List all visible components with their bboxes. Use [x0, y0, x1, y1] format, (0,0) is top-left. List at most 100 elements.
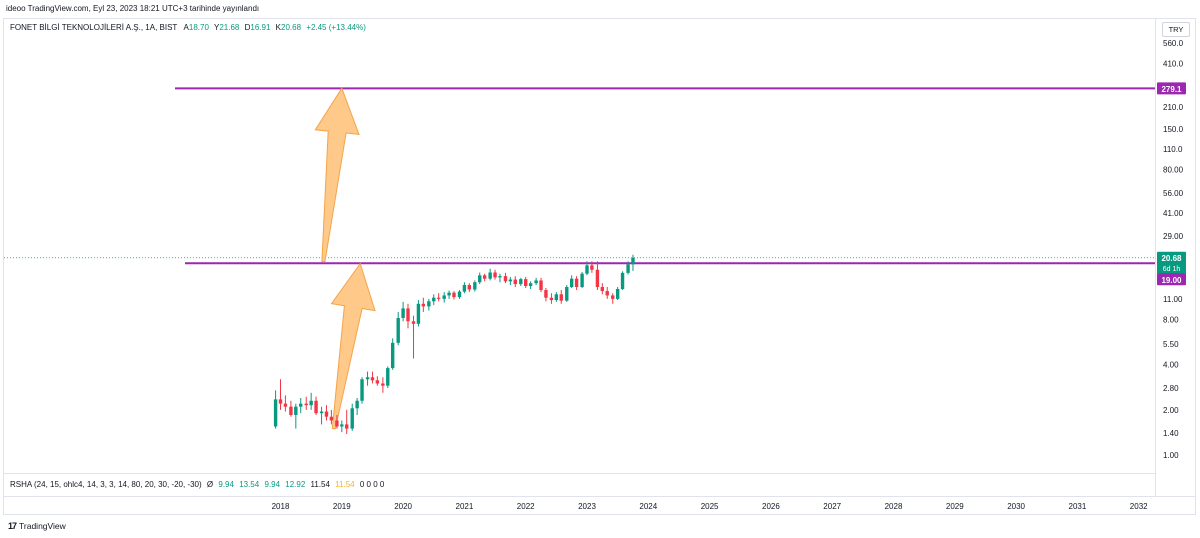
candle-body: [600, 287, 605, 292]
high-label: Y: [214, 23, 220, 32]
x-tick-label: 2022: [517, 502, 535, 511]
candle-body: [432, 297, 436, 302]
candle-body: [386, 368, 390, 386]
tradingview-brand[interactable]: 17 TradingView: [8, 521, 66, 531]
x-tick-label: 2021: [456, 502, 474, 511]
symbol-name[interactable]: FONET BİLGİ TEKNOLOJİLERİ A.Ş., 1A, BIST: [10, 23, 178, 32]
candle-body: [585, 265, 589, 274]
hline-label-bg: [1157, 82, 1186, 95]
candle-body: [605, 291, 609, 296]
currency-button[interactable]: TRY: [1162, 22, 1190, 37]
candle-body: [631, 257, 635, 265]
open-label: A: [183, 23, 189, 32]
x-tick-label: 2028: [885, 502, 903, 511]
candle-body: [406, 308, 410, 322]
indicator-value-5: 11.54: [310, 480, 330, 489]
candle-body: [278, 399, 283, 404]
chart-frame: [3, 18, 1196, 515]
candle-body: [294, 406, 298, 415]
symbol-legend[interactable]: FONET BİLGİ TEKNOLOJİLERİ A.Ş., 1A, BIST…: [10, 23, 369, 32]
candle-body: [626, 264, 630, 273]
candle-body: [447, 292, 451, 296]
y-tick-label: 80.00: [1163, 166, 1184, 175]
close-value: 20.68: [281, 23, 302, 32]
x-tick-label: 2031: [1069, 502, 1087, 511]
candle-body: [519, 279, 523, 285]
y-tick-label: 5.50: [1163, 340, 1179, 349]
pane-divider[interactable]: [4, 473, 1155, 474]
candle-body: [539, 280, 543, 291]
indicator-value-4: 12.92: [285, 480, 306, 489]
tradingview-brand-text: TradingView: [19, 521, 66, 531]
candle-body: [528, 283, 533, 287]
candle-body: [595, 269, 600, 288]
candle-body: [462, 285, 467, 292]
close-label: K: [275, 23, 281, 32]
x-tick-label: 2020: [394, 502, 412, 511]
low-value: 16.91: [250, 23, 271, 32]
tradingview-logo-icon: 17: [8, 521, 17, 531]
y-tick-label: 1.40: [1163, 429, 1179, 438]
x-tick-label: 2027: [823, 502, 841, 511]
x-tick-label: 2023: [578, 502, 596, 511]
candle-body: [345, 424, 349, 429]
candle-body: [493, 272, 497, 278]
candle-body: [503, 276, 508, 282]
y-tick-label: 29.00: [1163, 232, 1184, 241]
candle-body: [569, 278, 574, 288]
candle-body: [365, 377, 370, 380]
candle-body: [478, 275, 482, 283]
candle-body: [319, 411, 324, 414]
candle-body: [421, 303, 426, 307]
x-tick-label: 2018: [272, 502, 290, 511]
open-value: 18.70: [188, 23, 209, 32]
candle-body: [335, 420, 339, 427]
candle-body: [273, 399, 278, 427]
price-axis-border: [1155, 19, 1156, 496]
candle-body: [620, 272, 625, 290]
y-tick-label: 210.0: [1163, 103, 1184, 112]
y-tick-label: 56.00: [1163, 189, 1184, 198]
y-tick-label: 11.00: [1163, 295, 1183, 304]
candle-body: [355, 400, 359, 409]
y-tick-label: 8.00: [1163, 316, 1179, 325]
y-tick-label: 41.00: [1163, 209, 1184, 218]
candle-body: [467, 285, 472, 290]
candle-body: [611, 295, 615, 299]
candle-body: [565, 287, 569, 301]
candle-body: [590, 265, 594, 270]
arrow-up-icon: [330, 262, 376, 430]
change-value: +2.45 (+13.44%): [306, 23, 366, 32]
candle-body: [324, 411, 329, 417]
y-tick-label: 410.0: [1163, 59, 1184, 68]
candle-body: [411, 321, 416, 324]
y-tick-label: 2.80: [1163, 384, 1179, 393]
candle-body: [574, 278, 579, 288]
candle-body: [615, 289, 620, 299]
y-tick-label: 1.00: [1163, 451, 1179, 460]
candle-body: [488, 272, 492, 279]
candle-body: [381, 383, 385, 386]
indicator-null-sign: Ø: [206, 480, 214, 489]
candle-body: [508, 279, 513, 282]
candle-body: [498, 276, 502, 278]
candle-body: [442, 295, 446, 299]
candle-body: [390, 342, 395, 369]
candle-body: [457, 291, 462, 298]
y-tick-label: 560.0: [1163, 39, 1184, 48]
x-tick-label: 2032: [1130, 502, 1148, 511]
candle-body: [452, 292, 456, 298]
candle-body: [524, 279, 528, 287]
low-label: D: [244, 23, 251, 32]
indicator-value-1: 9.94: [218, 480, 234, 489]
candle-body: [534, 280, 538, 284]
x-tick-label: 2026: [762, 502, 780, 511]
indicator-label[interactable]: RSHA (24, 15, ohlc4, 14, 3, 3, 14, 80, 2…: [10, 480, 202, 489]
y-tick-label: 2.00: [1163, 406, 1179, 415]
candle-body: [482, 275, 487, 279]
candle-body: [513, 279, 517, 285]
indicator-legend[interactable]: RSHA (24, 15, ohlc4, 14, 3, 3, 14, 80, 2…: [10, 480, 384, 489]
candle-body: [401, 308, 405, 319]
indicator-value-2: 13.54: [239, 480, 260, 489]
